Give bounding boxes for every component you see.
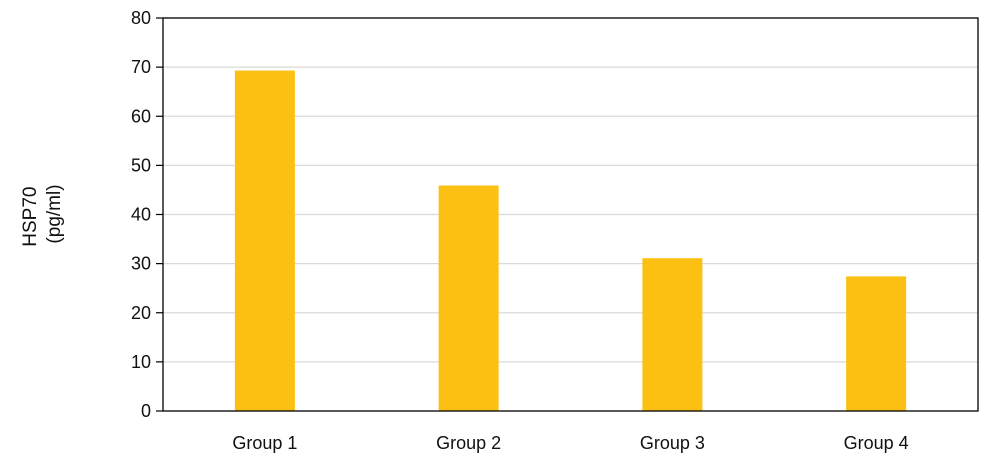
gridlines [163, 17, 978, 363]
y-tick-label: 70 [131, 57, 151, 77]
y-tick-label: 40 [131, 205, 151, 225]
x-tick-labels: Group 1 Group 2 Group 3 Group 4 [232, 433, 908, 453]
x-tick-label: Group 2 [436, 433, 501, 453]
bar-group-4 [846, 276, 907, 411]
y-tick-label: 10 [131, 352, 151, 372]
bars [234, 70, 907, 411]
y-tick-label: 0 [141, 401, 151, 421]
x-tick-label: Group 4 [844, 433, 909, 453]
y-tick-label: 60 [131, 106, 151, 126]
y-tick-label: 80 [131, 8, 151, 28]
bar-group-3 [642, 258, 703, 411]
y-axis-title-line-1: HSP70 [20, 187, 41, 247]
bar-group-2 [438, 185, 499, 411]
y-axis-title-line-2: (pg/ml) [44, 184, 65, 243]
y-axis-title: HSP70 (pg/ml) [20, 181, 65, 246]
y-tick-label: 20 [131, 303, 151, 323]
bar-group-1 [234, 70, 295, 411]
x-tick-label: Group 1 [232, 433, 297, 453]
y-tick-labels: 0 10 20 30 40 50 60 70 80 [131, 8, 163, 421]
x-tick-label: Group 3 [640, 433, 705, 453]
y-tick-label: 50 [131, 155, 151, 175]
y-tick-label: 30 [131, 254, 151, 274]
